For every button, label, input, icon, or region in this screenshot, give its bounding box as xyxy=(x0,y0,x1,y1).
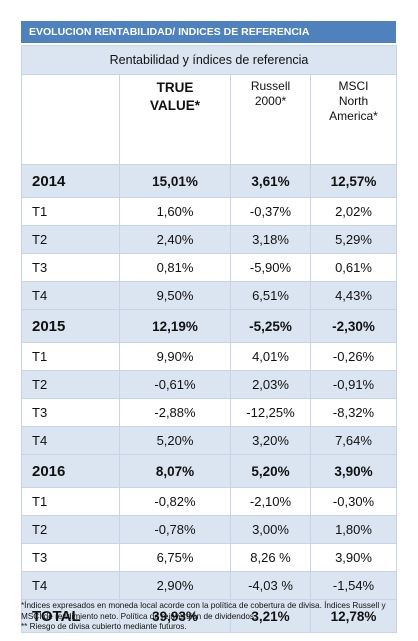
footnote-2: ** Riesgo de divisa cubierto mediante fu… xyxy=(21,622,187,631)
row-label: 2015 xyxy=(21,309,120,343)
true-value-cell: -0,61% xyxy=(119,370,231,399)
table-subheader-row: Rentabilidad y índices de referencia xyxy=(20,45,398,75)
year-row: 2016 8,07% 5,20% 3,90% xyxy=(21,454,398,488)
msci-cell: 3,90% xyxy=(309,543,398,572)
row-label: 2016 xyxy=(21,454,120,488)
msci-cell: -1,54% xyxy=(309,571,398,600)
russell-cell: -5,90% xyxy=(230,253,311,282)
msci-cell: 4,43% xyxy=(309,281,398,310)
true-value-cell: 9,50% xyxy=(119,281,231,310)
quarter-row: T3 0,81% -5,90% 0,61% xyxy=(21,253,398,282)
row-label: T1 xyxy=(21,487,120,516)
quarter-row: T4 2,90% -4,03 % -1,54% xyxy=(21,571,398,600)
column-header-true-value: TRUE VALUE* xyxy=(119,74,231,165)
empty-header-cell xyxy=(21,74,120,165)
russell-cell: 4,01% xyxy=(230,342,311,371)
true-value-cell: 9,90% xyxy=(119,342,231,371)
column-header-msci: MSCI North America* xyxy=(309,74,398,165)
column-header-true-value-label: TRUE VALUE* xyxy=(149,80,200,113)
russell-cell: 3,21% xyxy=(230,599,311,633)
quarter-row: T1 9,90% 4,01% -0,26% xyxy=(21,342,398,371)
row-label: T4 xyxy=(21,571,120,600)
true-value-cell: -2,88% xyxy=(119,398,231,427)
table-subtitle: Rentabilidad y índices de referencia xyxy=(20,45,398,75)
quarter-row: T2 2,40% 3,18% 5,29% xyxy=(21,225,398,254)
quarter-row: T3 -2,88% -12,25% -8,32% xyxy=(21,398,398,427)
year-row: 2014 15,01% 3,61% 12,57% xyxy=(21,164,398,198)
row-label: T3 xyxy=(21,398,120,427)
true-value-cell: 15,01% xyxy=(119,164,231,198)
row-label: T4 xyxy=(21,426,120,455)
msci-cell: 12,78% xyxy=(309,599,398,633)
true-value-cell: 5,20% xyxy=(119,426,231,455)
year-row: TOTAL 39,93% 3,21% 12,78% xyxy=(21,599,398,633)
true-value-cell: -0,78% xyxy=(119,515,231,544)
msci-cell: 12,57% xyxy=(309,164,398,198)
table-title: EVOLUCION RENTABILIDAD/ INDICES DE REFER… xyxy=(21,21,396,43)
footnote-1: *Índices expresados en moneda local acor… xyxy=(21,601,386,621)
column-header-russell-label: Russell 2000* xyxy=(250,79,291,108)
russell-cell: -12,25% xyxy=(230,398,311,427)
row-label: T1 xyxy=(21,197,120,226)
russell-cell: 3,18% xyxy=(230,225,311,254)
true-value-cell: 8,07% xyxy=(119,454,231,488)
quarter-row: T1 1,60% -0,37% 2,02% xyxy=(21,197,398,226)
msci-cell: 3,90% xyxy=(309,454,398,488)
msci-cell: -8,32% xyxy=(309,398,398,427)
row-label: T1 xyxy=(21,342,120,371)
row-label: TOTAL xyxy=(21,599,120,633)
quarter-row: T3 6,75% 8,26 % 3,90% xyxy=(21,543,398,572)
quarter-row: T2 -0,61% 2,03% -0,91% xyxy=(21,370,398,399)
true-value-cell: 2,90% xyxy=(119,571,231,600)
quarter-row: T4 9,50% 6,51% 4,43% xyxy=(21,281,398,310)
russell-cell: 3,61% xyxy=(230,164,311,198)
msci-cell: 5,29% xyxy=(309,225,398,254)
quarter-row: T2 -0,78% 3,00% 1,80% xyxy=(21,515,398,544)
msci-cell: 7,64% xyxy=(309,426,398,455)
true-value-cell: 0,81% xyxy=(119,253,231,282)
russell-cell: -0,37% xyxy=(230,197,311,226)
quarter-row: T1 -0,82% -2,10% -0,30% xyxy=(21,487,398,516)
russell-cell: -5,25% xyxy=(230,309,311,343)
true-value-cell: 1,60% xyxy=(119,197,231,226)
msci-cell: 1,80% xyxy=(309,515,398,544)
msci-cell: -0,30% xyxy=(309,487,398,516)
true-value-cell: 6,75% xyxy=(119,543,231,572)
msci-cell: 2,02% xyxy=(309,197,398,226)
row-label: T3 xyxy=(21,253,120,282)
russell-cell: -2,10% xyxy=(230,487,311,516)
returns-table: Rentabilidad y índices de referencia TRU… xyxy=(20,45,398,633)
quarter-row: T4 5,20% 3,20% 7,64% xyxy=(21,426,398,455)
row-label: T2 xyxy=(21,370,120,399)
row-label: 2014 xyxy=(21,164,120,198)
russell-cell: 5,20% xyxy=(230,454,311,488)
column-header-msci-label: MSCI North America* xyxy=(329,79,378,123)
true-value-cell: 2,40% xyxy=(119,225,231,254)
year-row: 2015 12,19% -5,25% -2,30% xyxy=(21,309,398,343)
column-header-row: TRUE VALUE* Russell 2000* MSCI North Ame… xyxy=(21,74,398,165)
russell-cell: 2,03% xyxy=(230,370,311,399)
msci-cell: -2,30% xyxy=(309,309,398,343)
true-value-cell: 12,19% xyxy=(119,309,231,343)
msci-cell: -0,26% xyxy=(309,342,398,371)
row-label: T2 xyxy=(21,225,120,254)
row-label: T3 xyxy=(21,543,120,572)
russell-cell: -4,03 % xyxy=(230,571,311,600)
msci-cell: -0,91% xyxy=(309,370,398,399)
russell-cell: 8,26 % xyxy=(230,543,311,572)
footnotes: *Índices expresados en moneda local acor… xyxy=(21,601,401,633)
row-label: T4 xyxy=(21,281,120,310)
msci-cell: 0,61% xyxy=(309,253,398,282)
true-value-cell: -0,82% xyxy=(119,487,231,516)
russell-cell: 3,20% xyxy=(230,426,311,455)
column-header-russell: Russell 2000* xyxy=(230,74,311,165)
row-label: T2 xyxy=(21,515,120,544)
russell-cell: 3,00% xyxy=(230,515,311,544)
russell-cell: 6,51% xyxy=(230,281,311,310)
